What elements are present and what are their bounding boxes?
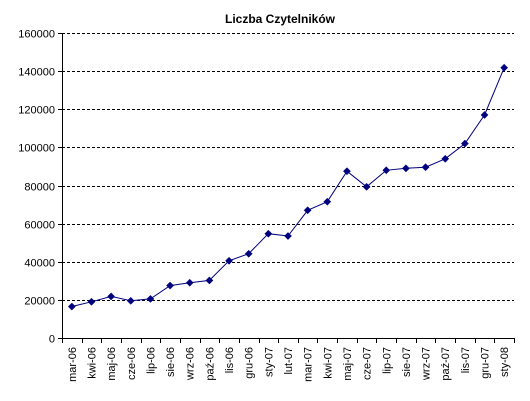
y-tick-label: 120000 bbox=[18, 105, 55, 117]
x-tick-label: lut-07 bbox=[283, 347, 295, 375]
y-tick-label: 160000 bbox=[18, 29, 55, 41]
data-point-marker bbox=[421, 163, 430, 172]
series bbox=[67, 63, 509, 311]
data-point-marker bbox=[126, 296, 135, 305]
data-point-marker bbox=[460, 139, 469, 148]
data-point-marker bbox=[244, 249, 253, 258]
y-tick-label: 140000 bbox=[18, 67, 55, 79]
x-tick-label: lis-06 bbox=[224, 347, 236, 373]
x-tick-label: mar-06 bbox=[67, 347, 79, 382]
data-point-marker bbox=[107, 292, 116, 301]
y-axis-tick-labels: 0 20000 40000 60000 80000 100000 120000 140000 1… bbox=[18, 29, 55, 346]
data-point-marker bbox=[343, 167, 351, 176]
data-point-marker bbox=[205, 276, 214, 285]
x-tick-label: gru-06 bbox=[244, 347, 256, 379]
y-tick-label: 80000 bbox=[24, 182, 55, 194]
x-tick-label: lis-07 bbox=[460, 347, 472, 373]
x-tick-label: cze-07 bbox=[362, 347, 374, 380]
x-tick-label: mar-07 bbox=[303, 347, 315, 382]
data-point-marker bbox=[500, 63, 509, 72]
y-tick-label: 60000 bbox=[24, 220, 55, 232]
series-line bbox=[71, 67, 505, 307]
x-tick-label: wrz-07 bbox=[421, 347, 433, 381]
data-point-marker bbox=[225, 256, 233, 265]
data-point-marker bbox=[303, 206, 312, 215]
chart-title: Liczba Czytelników bbox=[225, 12, 336, 26]
y-tick-label: 100000 bbox=[18, 143, 55, 155]
x-tick-label: sty-07 bbox=[263, 347, 275, 377]
x-tick-label: lip-07 bbox=[381, 347, 393, 374]
x-tick-label: paź-06 bbox=[204, 347, 216, 381]
data-point-marker bbox=[323, 197, 332, 206]
data-point-marker bbox=[185, 278, 194, 287]
data-point-marker bbox=[480, 111, 489, 119]
data-point-marker bbox=[264, 229, 273, 238]
x-tick-label: maj-07 bbox=[342, 347, 354, 381]
y-tick-label: 40000 bbox=[24, 258, 55, 270]
y-tick-label: 0 bbox=[49, 334, 55, 346]
x-tick-label: sie-07 bbox=[401, 347, 413, 377]
x-axis-tick-labels: mar-06 kwi-06 maj-06 cze-06 lip-06 sie-06 wrz-… bbox=[67, 347, 511, 382]
x-tick-label: sty-08 bbox=[499, 347, 511, 377]
axes bbox=[58, 33, 515, 343]
data-point-marker bbox=[362, 182, 371, 191]
data-point-marker bbox=[87, 297, 96, 306]
data-point-marker bbox=[382, 166, 391, 175]
y-tick-label: 20000 bbox=[24, 296, 55, 308]
x-tick-label: cze-06 bbox=[126, 347, 138, 380]
data-point-marker bbox=[146, 294, 155, 303]
x-tick-label: paź-07 bbox=[440, 347, 452, 381]
x-tick-label: gru-07 bbox=[480, 347, 492, 379]
x-tick-label: lip-06 bbox=[145, 347, 157, 374]
data-point-marker bbox=[166, 281, 175, 290]
x-tick-label: sie-06 bbox=[165, 347, 177, 377]
data-point-marker bbox=[401, 164, 410, 173]
x-tick-label: kwi-07 bbox=[322, 347, 334, 379]
data-point-marker bbox=[67, 302, 76, 311]
gridlines bbox=[62, 33, 514, 301]
data-point-marker bbox=[441, 154, 450, 163]
x-tick-label: maj-06 bbox=[106, 347, 118, 381]
x-tick-label: kwi-06 bbox=[86, 347, 98, 379]
x-tick-label: wrz-06 bbox=[185, 347, 197, 381]
data-point-marker bbox=[284, 232, 292, 240]
